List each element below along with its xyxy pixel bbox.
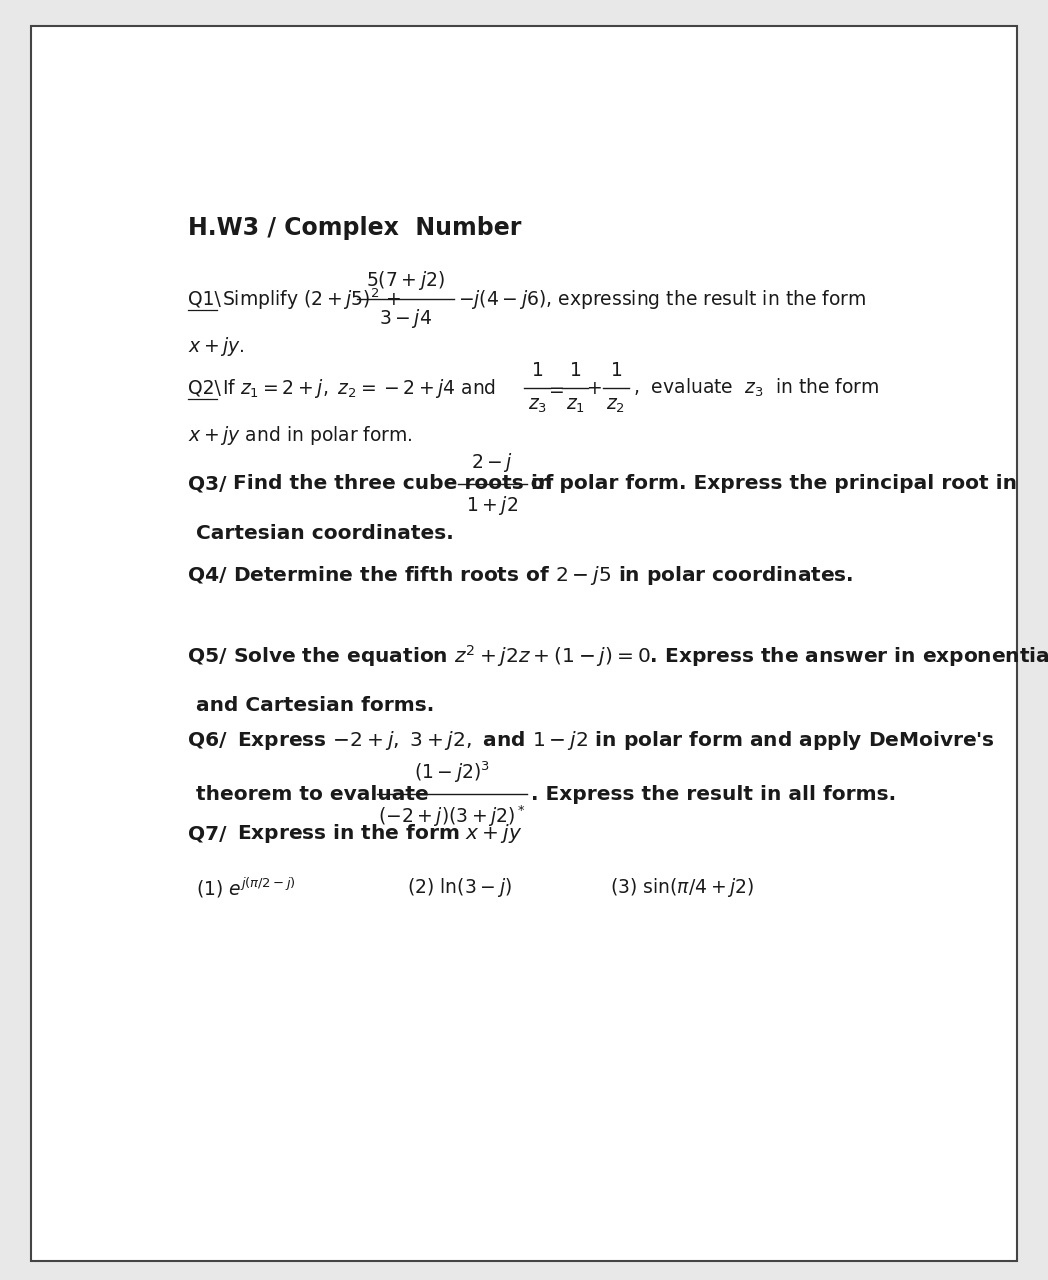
Text: $1$: $1$ xyxy=(610,361,621,380)
Text: Q2\: Q2\ xyxy=(188,379,221,398)
Text: $=$: $=$ xyxy=(545,379,565,398)
Text: $x + jy$.: $x + jy$. xyxy=(188,335,244,358)
Text: Simplify $(2 + j5)^2$ +: Simplify $(2 + j5)^2$ + xyxy=(222,287,400,312)
Text: $3 - j4$: $3 - j4$ xyxy=(379,307,432,330)
Text: $5(7 + j2)$: $5(7 + j2)$ xyxy=(366,269,445,292)
Text: Q3/: Q3/ xyxy=(188,475,226,493)
Text: Q1\: Q1\ xyxy=(188,291,221,308)
Text: $- j(4 - j6)$, expressing the result in the form: $- j(4 - j6)$, expressing the result in … xyxy=(458,288,866,311)
Text: Determine the fifth roots of $2 - j5$ in polar coordinates.: Determine the fifth roots of $2 - j5$ in… xyxy=(233,564,853,588)
Text: $(-2 + j)(3 + j2)^*$: $(-2 + j)(3 + j2)^*$ xyxy=(377,803,526,828)
Text: and Cartesian forms.: and Cartesian forms. xyxy=(196,696,434,716)
Text: $(3)\ \sin(\pi/4 + j2)$: $(3)\ \sin(\pi/4 + j2)$ xyxy=(610,877,755,900)
Text: in polar form. Express the principal root in: in polar form. Express the principal roo… xyxy=(530,475,1017,493)
Text: $z_2$: $z_2$ xyxy=(607,397,626,416)
Text: Q7/: Q7/ xyxy=(188,824,226,844)
Text: Solve the equation $z^2 + j2z + (1 - j) = 0$. Express the answer in exponential: Solve the equation $z^2 + j2z + (1 - j) … xyxy=(233,644,1048,669)
Text: $z_3$: $z_3$ xyxy=(527,397,547,416)
Text: ,  evaluate  $z_3$  in the form: , evaluate $z_3$ in the form xyxy=(633,378,879,399)
Text: theorem to evaluate: theorem to evaluate xyxy=(196,785,429,804)
Text: . Express the result in all forms.: . Express the result in all forms. xyxy=(530,785,896,804)
Text: Express $-2 + j,\ 3 + j2,$ and $1 - j2$ in polar form and apply DeMoivre's: Express $-2 + j,\ 3 + j2,$ and $1 - j2$ … xyxy=(237,728,995,751)
Text: Q4/: Q4/ xyxy=(188,566,226,585)
Text: $1$: $1$ xyxy=(569,361,582,380)
Text: $1$: $1$ xyxy=(531,361,543,380)
Text: Find the three cube roots of: Find the three cube roots of xyxy=(233,475,553,493)
Text: $2 - j$: $2 - j$ xyxy=(472,451,514,474)
Text: Q5/: Q5/ xyxy=(188,646,226,666)
Text: $(1 - j2)^3$: $(1 - j2)^3$ xyxy=(414,760,489,786)
Text: $+$: $+$ xyxy=(586,379,602,398)
Text: $(2)\ \ln(3 - j)$: $(2)\ \ln(3 - j)$ xyxy=(407,877,512,900)
Text: If $z_1 = 2 + j,\ z_2 = -2 + j4$ and: If $z_1 = 2 + j,\ z_2 = -2 + j4$ and xyxy=(222,376,496,399)
Text: Express in the form $x + jy$: Express in the form $x + jy$ xyxy=(237,822,522,845)
Text: Q6/: Q6/ xyxy=(188,731,226,750)
Text: $z_1$: $z_1$ xyxy=(566,397,585,416)
Text: $x + jy$ and in polar form.: $x + jy$ and in polar form. xyxy=(188,424,413,447)
Text: $1 + j2$: $1 + j2$ xyxy=(466,494,519,517)
Text: Cartesian coordinates.: Cartesian coordinates. xyxy=(196,524,454,543)
Text: $(1)\ e^{j(\pi/2-j)}$: $(1)\ e^{j(\pi/2-j)}$ xyxy=(196,876,296,900)
Text: H.W3 / Complex  Number: H.W3 / Complex Number xyxy=(188,215,521,239)
